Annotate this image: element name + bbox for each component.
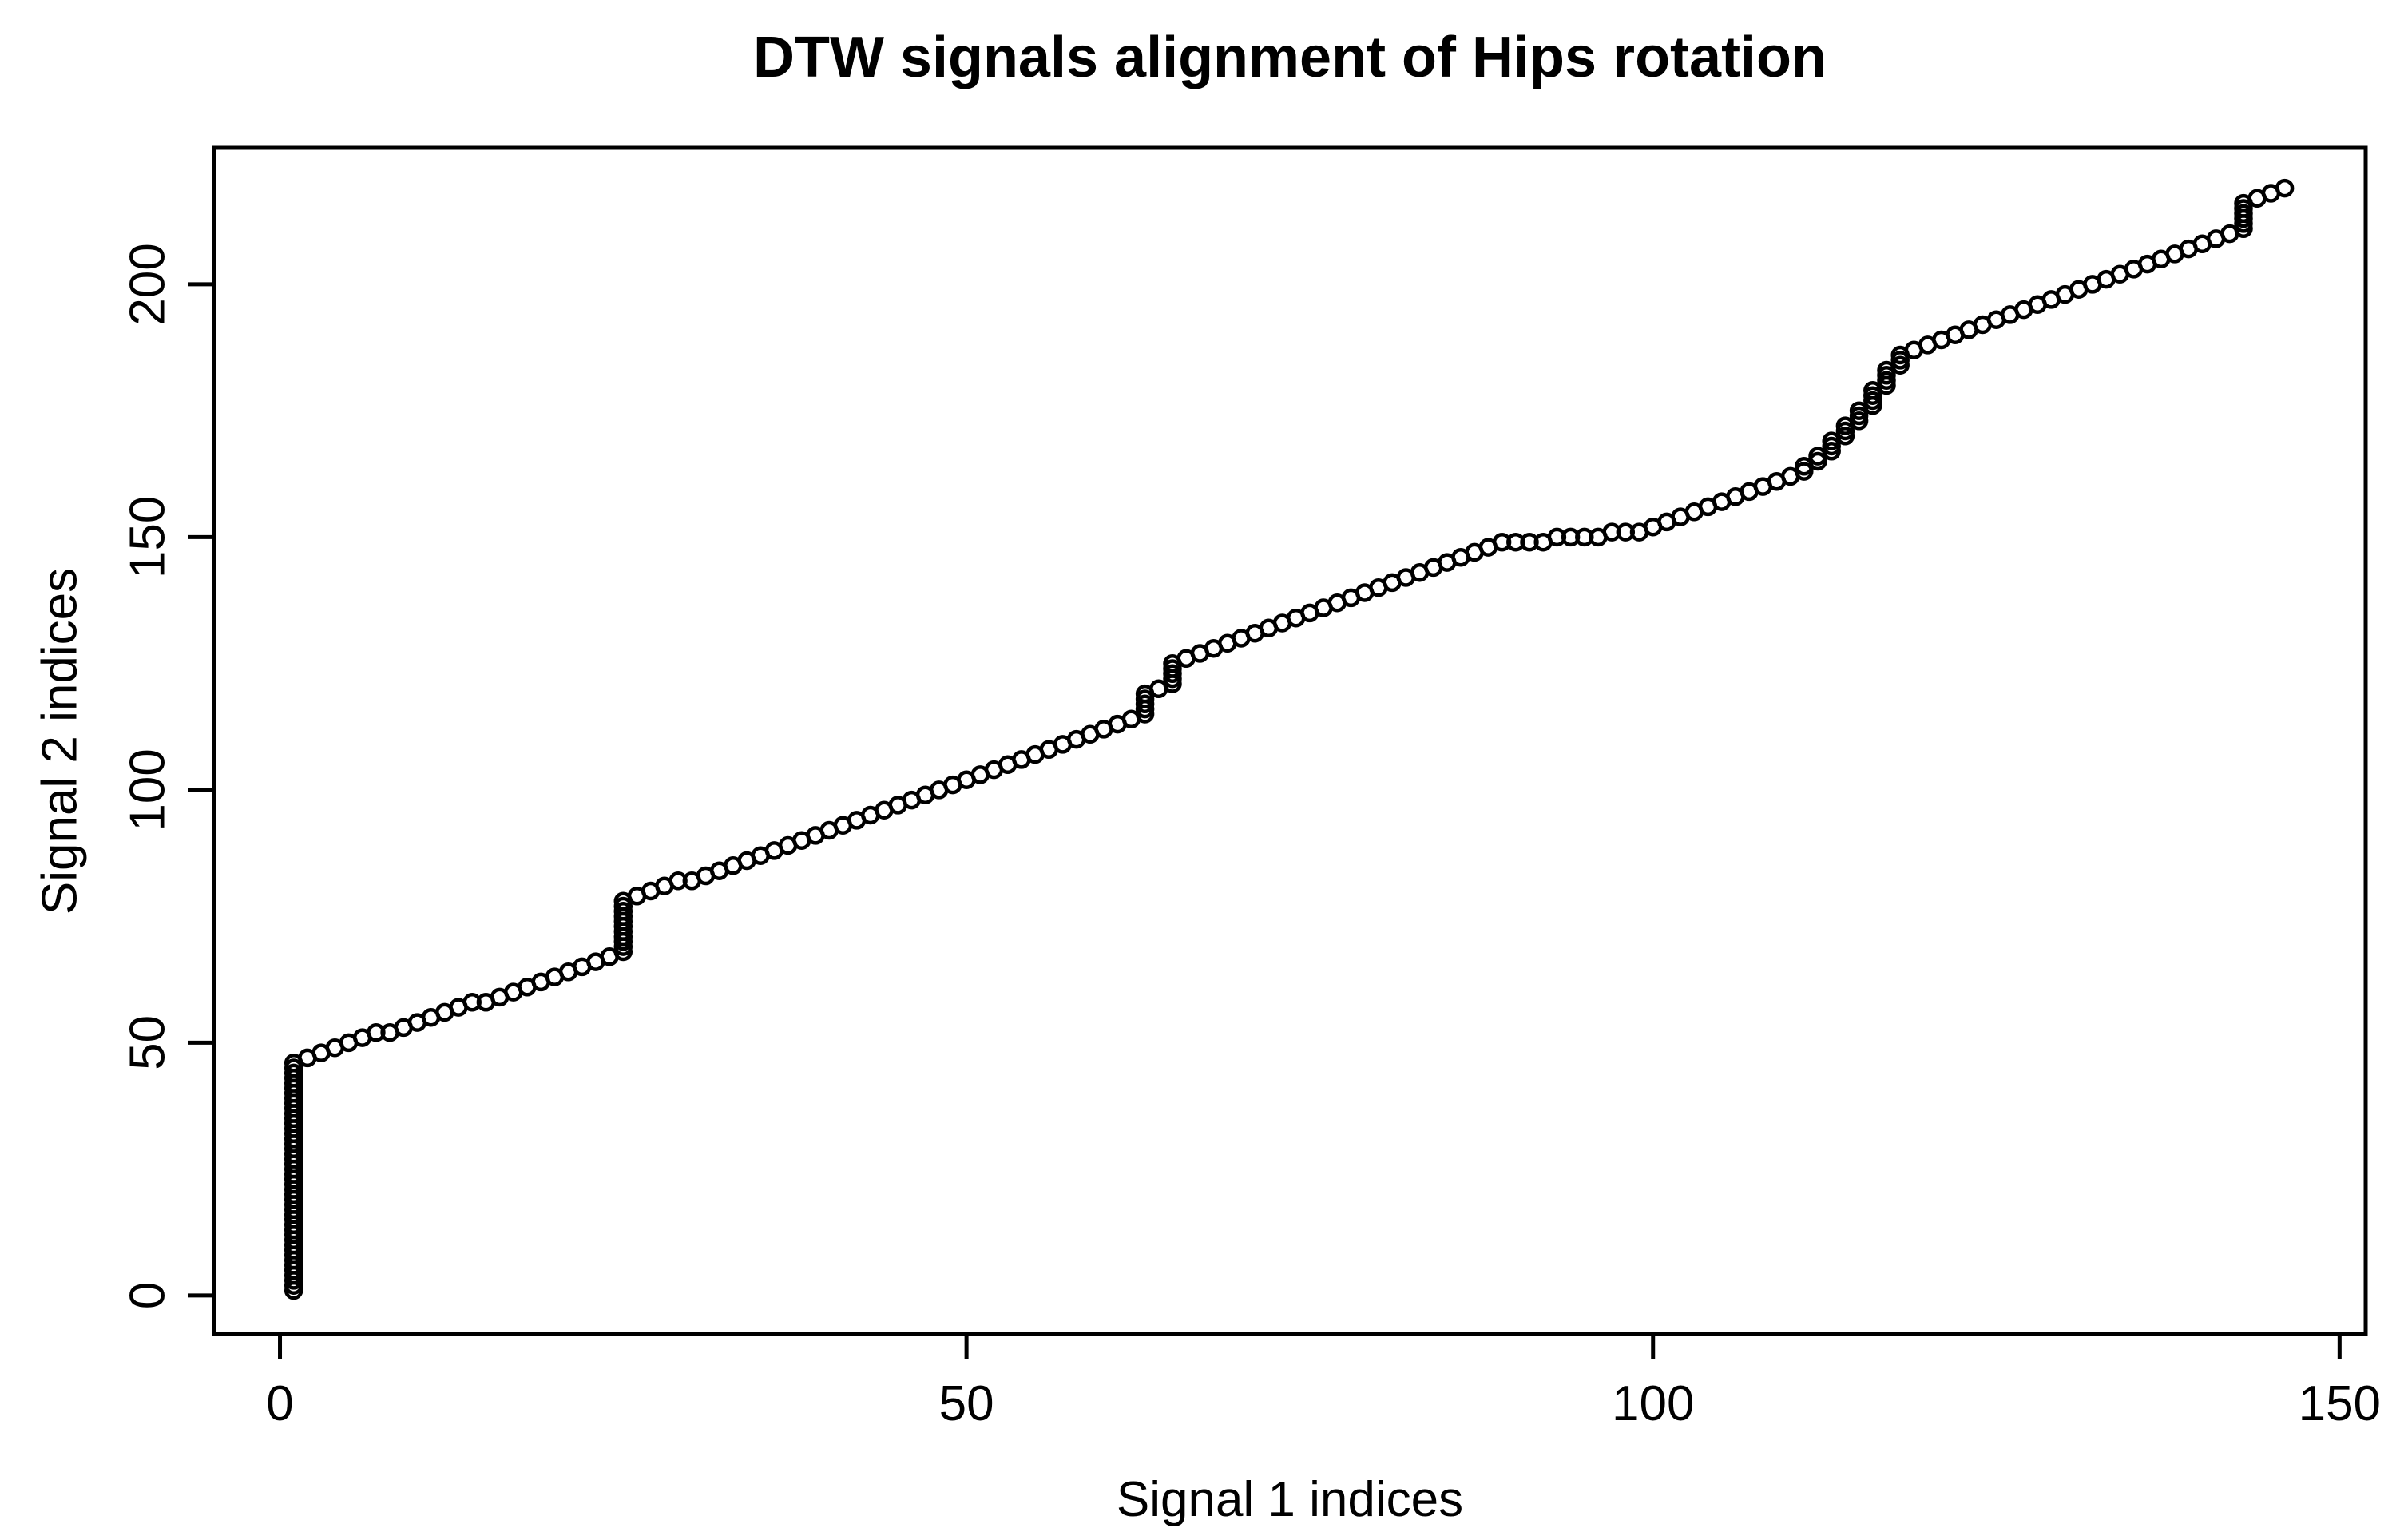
y-tick-label: 50 [121,1015,176,1070]
plot-box [212,145,2368,1336]
path-point [2275,178,2295,198]
x-tick-label: 50 [939,1376,994,1431]
x-axis-title: Signal 1 indices [1117,1472,1463,1527]
y-axis-title: Signal 2 indices [33,568,88,915]
x-tick-label: 0 [266,1376,293,1431]
warping-path-points [284,178,2295,1300]
x-tick-label: 100 [1612,1376,1694,1431]
y-tick-label: 150 [121,496,176,578]
y-tick-label: 0 [121,1282,176,1309]
y-axis-ticks: 0 50 100 150 200 [121,243,214,1309]
x-axis-ticks: 0 50 100 150 [266,1334,2381,1431]
x-tick-label: 150 [2299,1376,2381,1431]
y-tick-label: 100 [121,748,176,831]
y-tick-label: 200 [121,243,176,325]
chart-title: DTW signals alignment of Hips rotation [753,26,1827,89]
